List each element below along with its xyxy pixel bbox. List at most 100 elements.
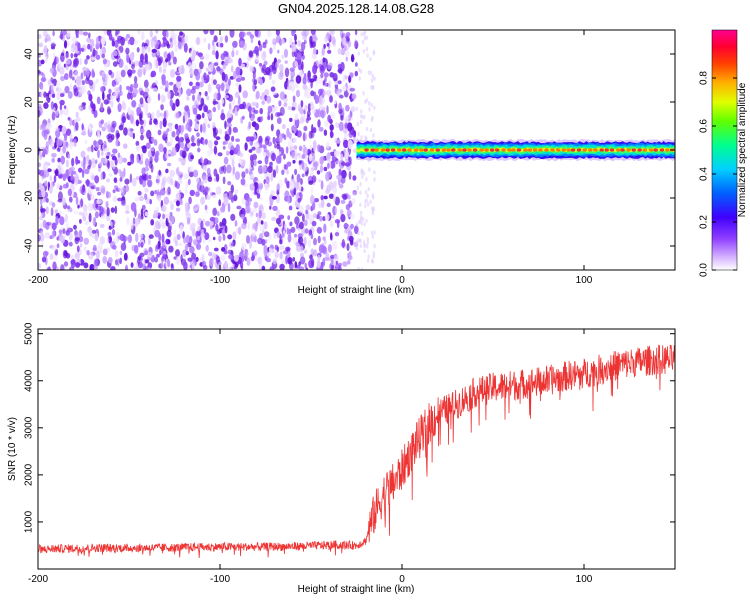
noise-blob	[120, 69, 126, 78]
noise-blob	[209, 216, 216, 222]
noise-blob	[294, 261, 298, 269]
signal-ridge-point	[532, 148, 538, 152]
noise-blob	[357, 131, 360, 136]
noise-blob	[358, 238, 362, 243]
noise-blob	[341, 169, 347, 179]
noise-blob	[92, 244, 97, 251]
noise-blob	[64, 132, 68, 142]
noise-blob	[180, 126, 184, 136]
noise-blob	[326, 152, 331, 162]
noise-blob	[359, 243, 362, 249]
noise-blob	[298, 183, 302, 191]
noise-blob	[157, 129, 162, 136]
noise-blob	[43, 102, 49, 109]
noise-blob	[59, 216, 65, 226]
noise-blob	[365, 98, 368, 103]
noise-blob	[320, 109, 326, 118]
colorbar-tick-label: 0.6	[699, 119, 710, 133]
noise-blob	[240, 63, 245, 68]
noise-blob	[330, 232, 333, 241]
signal-ridge-point	[467, 148, 472, 152]
noise-blob	[252, 208, 258, 213]
noise-blob	[348, 131, 353, 138]
noise-blob	[362, 91, 365, 96]
noise-blob	[155, 59, 159, 69]
noise-blob	[297, 197, 302, 203]
noise-blob	[50, 181, 54, 190]
noise-blob	[115, 30, 120, 35]
noise-blob	[123, 143, 128, 149]
noise-blob	[50, 101, 55, 110]
noise-blob	[89, 182, 95, 187]
noise-blob	[287, 196, 291, 204]
noise-blob	[271, 216, 277, 222]
noise-blob	[283, 163, 287, 170]
noise-blob	[209, 220, 214, 227]
noise-blob	[125, 185, 130, 192]
noise-blob	[150, 147, 155, 152]
noise-blob	[45, 145, 49, 155]
noise-blob	[230, 184, 234, 194]
noise-blob	[132, 177, 137, 187]
noise-blob	[88, 226, 92, 231]
noise-blob	[111, 80, 117, 87]
noise-blob	[151, 37, 156, 41]
noise-blob	[100, 172, 104, 181]
noise-blob	[333, 150, 339, 158]
noise-blob	[57, 157, 61, 163]
noise-blob	[262, 50, 266, 58]
colorbar-tick-label: 0.0	[699, 263, 710, 277]
noise-blob	[70, 52, 74, 59]
noise-blob	[240, 213, 245, 220]
noise-blob	[38, 182, 43, 187]
noise-blob	[363, 36, 367, 41]
noise-blob	[335, 260, 339, 265]
noise-blob	[217, 152, 223, 157]
noise-blob	[82, 186, 86, 193]
noise-blob	[213, 62, 219, 67]
noise-blob	[87, 43, 91, 50]
signal-ridge-point	[653, 148, 658, 152]
noise-blob	[371, 84, 374, 90]
noise-blob	[136, 47, 140, 53]
noise-blob	[344, 228, 350, 234]
signal-ridge-point	[604, 148, 609, 152]
noise-blob	[251, 146, 256, 151]
noise-blob	[253, 201, 259, 209]
noise-blob	[95, 187, 100, 192]
noise-blob	[170, 215, 175, 225]
noise-blob	[50, 207, 54, 217]
noise-blob	[323, 129, 328, 136]
noise-blob	[113, 92, 119, 99]
noise-blob	[308, 130, 313, 139]
noise-blob	[112, 61, 118, 67]
noise-blob	[57, 198, 63, 203]
noise-blob	[303, 236, 307, 246]
noise-blob	[218, 261, 222, 266]
noise-blob	[74, 252, 81, 260]
noise-blob	[144, 45, 149, 54]
noise-blob	[88, 159, 92, 168]
noise-blob	[100, 36, 106, 46]
noise-blob	[176, 233, 181, 240]
noise-blob	[56, 80, 61, 88]
noise-blob	[99, 236, 106, 245]
noise-blob	[38, 119, 41, 129]
noise-blob	[182, 250, 187, 260]
snr-x-axis-label: Height of straight line (km)	[298, 584, 415, 595]
noise-blob	[147, 251, 153, 258]
noise-blob	[41, 85, 44, 91]
noise-blob	[46, 221, 52, 226]
noise-blob	[94, 211, 99, 219]
noise-blob	[252, 223, 258, 229]
noise-blob	[67, 91, 73, 99]
noise-blob	[241, 222, 247, 230]
signal-ridge-point	[511, 148, 516, 152]
noise-blob	[365, 177, 368, 182]
noise-blob	[51, 202, 56, 208]
noise-blob	[308, 153, 313, 162]
noise-blob	[254, 45, 259, 55]
noise-blob	[51, 111, 56, 121]
noise-blob	[141, 167, 146, 176]
noise-blob	[108, 88, 112, 95]
